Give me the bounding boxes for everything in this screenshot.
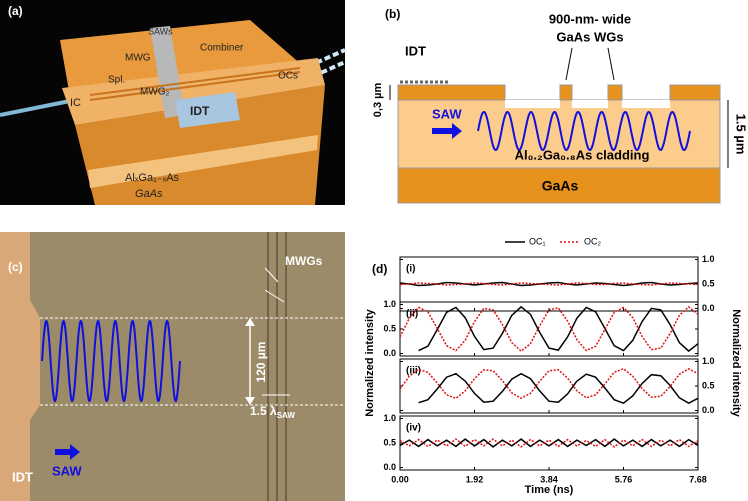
label: IC <box>70 97 81 109</box>
waveguide <box>89 71 301 101</box>
etch <box>622 100 670 108</box>
waveguide <box>607 84 623 101</box>
panel-label: (a) <box>8 4 23 18</box>
panel-b: (b) IDT 900-nm- wide GaAs WGs 0,3 µm 1.5… <box>372 7 748 204</box>
y2-tick-label: 1.0 <box>702 254 715 264</box>
label: MWG <box>125 53 151 64</box>
waveguide <box>559 84 573 101</box>
waveguide-layer <box>62 58 325 125</box>
label: MWGs <box>285 254 323 268</box>
label: IDT <box>12 469 33 484</box>
y-tick-label: 0.5 <box>383 323 396 333</box>
input-fiber <box>0 98 76 117</box>
arrowhead <box>245 397 255 405</box>
subplot-frame <box>399 415 699 471</box>
label: SAW <box>52 463 82 478</box>
saw-arrow <box>55 444 80 460</box>
alloy-layer <box>88 135 318 188</box>
y2-axis-label: Normalized intensity <box>730 309 742 417</box>
y2-tick-label: 0.5 <box>702 380 715 390</box>
label: IDT <box>405 43 426 58</box>
series-line <box>399 367 699 400</box>
label: 0,3 µm <box>372 83 384 118</box>
saw-beam <box>150 26 185 118</box>
y2-tick-label: 0.5 <box>702 278 715 288</box>
y-tick-label: 0.0 <box>383 348 396 358</box>
label: SAWs <box>148 26 173 36</box>
subplot-label: (iii) <box>406 366 421 377</box>
label: 900-nm- wide <box>549 11 631 26</box>
gaas-layer <box>669 84 721 101</box>
y2-tick-label: 1.0 <box>702 356 715 366</box>
x-tick-label: 3.84 <box>540 474 558 484</box>
label: SAW <box>432 106 462 121</box>
series-line <box>418 372 699 405</box>
saw-wave <box>477 110 691 152</box>
panel-label: (d) <box>372 262 387 276</box>
pointer <box>264 267 279 283</box>
panel-label: (c) <box>8 260 23 274</box>
pointer <box>607 47 615 81</box>
y-tick-label: 0.0 <box>383 462 396 472</box>
x-tick-label: 5.76 <box>615 474 633 484</box>
subplot-label: (i) <box>406 264 415 275</box>
idt-pad <box>0 232 40 501</box>
panel-c: (c) MWGs 120 µm 1.5 λSAW IDT SAW <box>0 232 345 501</box>
label: AlₓGa₁₋ₓAs <box>125 172 180 184</box>
label: 120 µm <box>254 342 268 383</box>
series-line <box>399 305 699 353</box>
y2-tick-label: 0.0 <box>702 405 715 415</box>
label: SAW <box>277 411 296 420</box>
arrowhead <box>245 318 255 326</box>
x-tick-label: 0.00 <box>391 474 409 484</box>
series-line <box>399 438 699 448</box>
y-tick-label: 0.5 <box>383 437 396 447</box>
series-line <box>418 305 699 353</box>
x-tick-label: 7.68 <box>689 474 707 484</box>
substrate <box>397 167 721 204</box>
idt-pad <box>175 92 240 128</box>
waveguide <box>89 67 301 96</box>
panel-a: (a) SAWs MWG Combiner Spl. MWG₂ OCs IC I… <box>0 0 346 205</box>
subplot-frame <box>399 358 699 414</box>
gaas-layer <box>397 84 506 101</box>
label: GaAs WGs <box>556 29 623 44</box>
pointer <box>264 289 285 303</box>
output-fiber <box>299 48 346 72</box>
y2-tick-label: 0.0 <box>702 303 715 313</box>
saw-wave <box>41 319 181 403</box>
y-tick-label: 1.0 <box>383 413 396 423</box>
x-axis-label: Time (ns) <box>525 484 574 496</box>
etch <box>572 100 608 108</box>
label: Spl. <box>108 75 125 86</box>
label: Al₀.₂Ga₀.₈As cladding <box>515 147 650 162</box>
etch <box>505 100 560 108</box>
label: 1.5 λ <box>250 404 277 418</box>
label: 1.5 µm <box>734 114 748 155</box>
x-tick-label: 1.92 <box>466 474 484 484</box>
label: IDT <box>190 104 210 118</box>
output-fiber <box>304 60 346 82</box>
label: GaAs <box>542 178 579 194</box>
legend-label: OC₂ <box>584 236 602 246</box>
subplot-frame <box>399 256 699 312</box>
series-line <box>399 438 699 448</box>
label: Combiner <box>200 43 244 54</box>
panel-label: (b) <box>385 7 400 21</box>
subplot-label: (iv) <box>406 423 421 434</box>
label: GaAs <box>135 188 163 200</box>
label: 1.5 λSAW <box>250 404 295 420</box>
series-line <box>399 281 699 287</box>
legend-label: OC₁ <box>529 236 546 246</box>
pointer <box>565 47 573 81</box>
saw-arrow <box>432 123 462 139</box>
label: OCs <box>278 71 298 82</box>
y-axis-label: Normalized intensity <box>364 308 376 416</box>
series-line <box>399 282 699 286</box>
y-tick-label: 1.0 <box>383 299 396 309</box>
label: MWG₂ <box>140 87 170 98</box>
